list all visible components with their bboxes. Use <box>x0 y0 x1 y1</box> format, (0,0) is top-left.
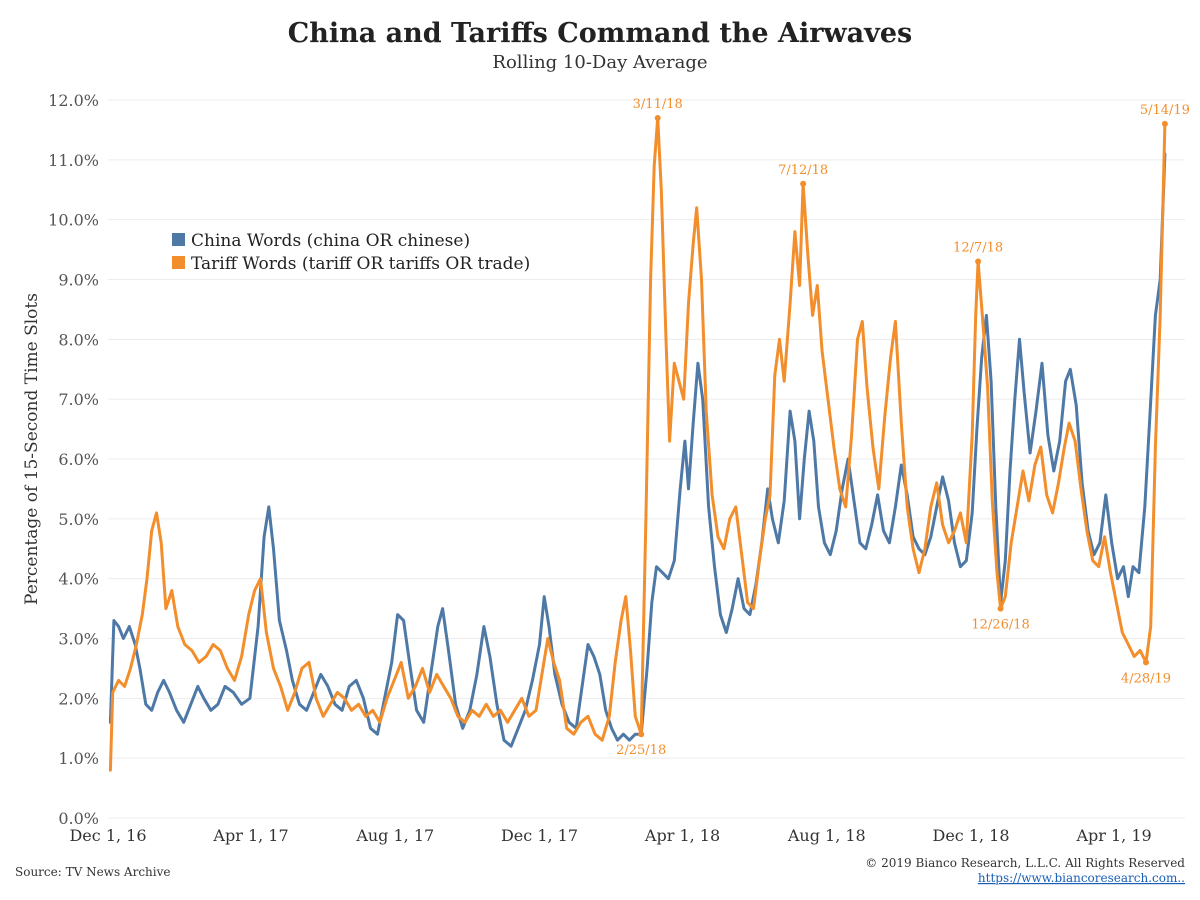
annotation-label: 4/28/19 <box>1121 671 1171 686</box>
y-tick-label: 9.0% <box>58 271 99 290</box>
annotation-marker <box>975 258 982 265</box>
annotation-marker <box>997 605 1004 612</box>
x-tick-label: Apr 1, 19 <box>1075 826 1151 845</box>
x-tick-label: Aug 1, 18 <box>787 826 866 845</box>
legend-label-china: China Words (china OR chinese) <box>191 231 470 251</box>
y-tick-label: 10.0% <box>48 211 99 230</box>
annotation-marker <box>1142 659 1149 666</box>
x-axis-ticks: Dec 1, 16 Apr 1, 17 Aug 1, 17 Dec 1, 17 Apr … <box>69 826 1151 845</box>
annotation-label: 3/11/18 <box>633 97 683 112</box>
annotation-label: 12/7/18 <box>953 241 1003 256</box>
series-line-1 <box>108 116 1167 772</box>
legend-swatch-china <box>172 233 185 246</box>
source-note: Source: TV News Archive <box>15 865 171 879</box>
x-tick-label: Aug 1, 17 <box>355 826 434 845</box>
annotation-label: 5/14/19 <box>1140 103 1190 118</box>
y-tick-label: 8.0% <box>58 330 99 349</box>
website-link[interactable]: https://www.biancoresearch.com.. <box>978 871 1185 885</box>
annotation-marker <box>1161 120 1168 127</box>
y-tick-label: 3.0% <box>58 630 99 649</box>
legend-swatch-tariff <box>172 256 185 269</box>
y-tick-label: 11.0% <box>48 151 99 170</box>
annotation-marker <box>638 731 645 738</box>
legend-label-tariff: Tariff Words (tariff OR tariffs OR trade… <box>191 254 530 274</box>
x-tick-label: Dec 1, 16 <box>69 826 146 845</box>
series-lines <box>108 116 1167 772</box>
y-tick-label: 2.0% <box>58 689 99 708</box>
y-tick-label: 7.0% <box>58 390 99 409</box>
y-tick-label: 6.0% <box>58 450 99 469</box>
chart-title: China and Tariffs Command the Airwaves <box>288 18 913 49</box>
annotation-label: 12/26/18 <box>971 618 1029 633</box>
x-tick-label: Apr 1, 17 <box>212 826 288 845</box>
annotation-label: 7/12/18 <box>778 163 828 178</box>
x-tick-label: Dec 1, 17 <box>501 826 578 845</box>
y-tick-label: 12.0% <box>48 91 99 110</box>
x-tick-label: Dec 1, 18 <box>932 826 1009 845</box>
annotations: 3/11/18 7/12/18 12/7/18 5/14/19 2/25/18 12/26… <box>616 97 1190 758</box>
y-tick-label: 0.0% <box>58 809 99 828</box>
copyright-note: © 2019 Bianco Research, L.L.C. All Right… <box>865 856 1185 870</box>
y-tick-label: 5.0% <box>58 510 99 529</box>
legend: China Words (china OR chinese) Tariff Wo… <box>172 231 530 274</box>
y-tick-label: 4.0% <box>58 570 99 589</box>
y-axis-ticks: 0.0% 1.0% 2.0% 3.0% 4.0% 5.0% 6.0% 7.0% 8.0% 9.0%… <box>48 91 99 828</box>
y-axis-label: Percentage of 15-Second Time Slots <box>22 293 42 605</box>
annotation-label: 2/25/18 <box>616 743 666 758</box>
annotation-marker <box>800 180 807 187</box>
y-tick-label: 1.0% <box>58 749 99 768</box>
chart-subtitle: Rolling 10-Day Average <box>492 52 707 73</box>
x-tick-label: Apr 1, 18 <box>644 826 720 845</box>
annotation-marker <box>654 114 661 121</box>
